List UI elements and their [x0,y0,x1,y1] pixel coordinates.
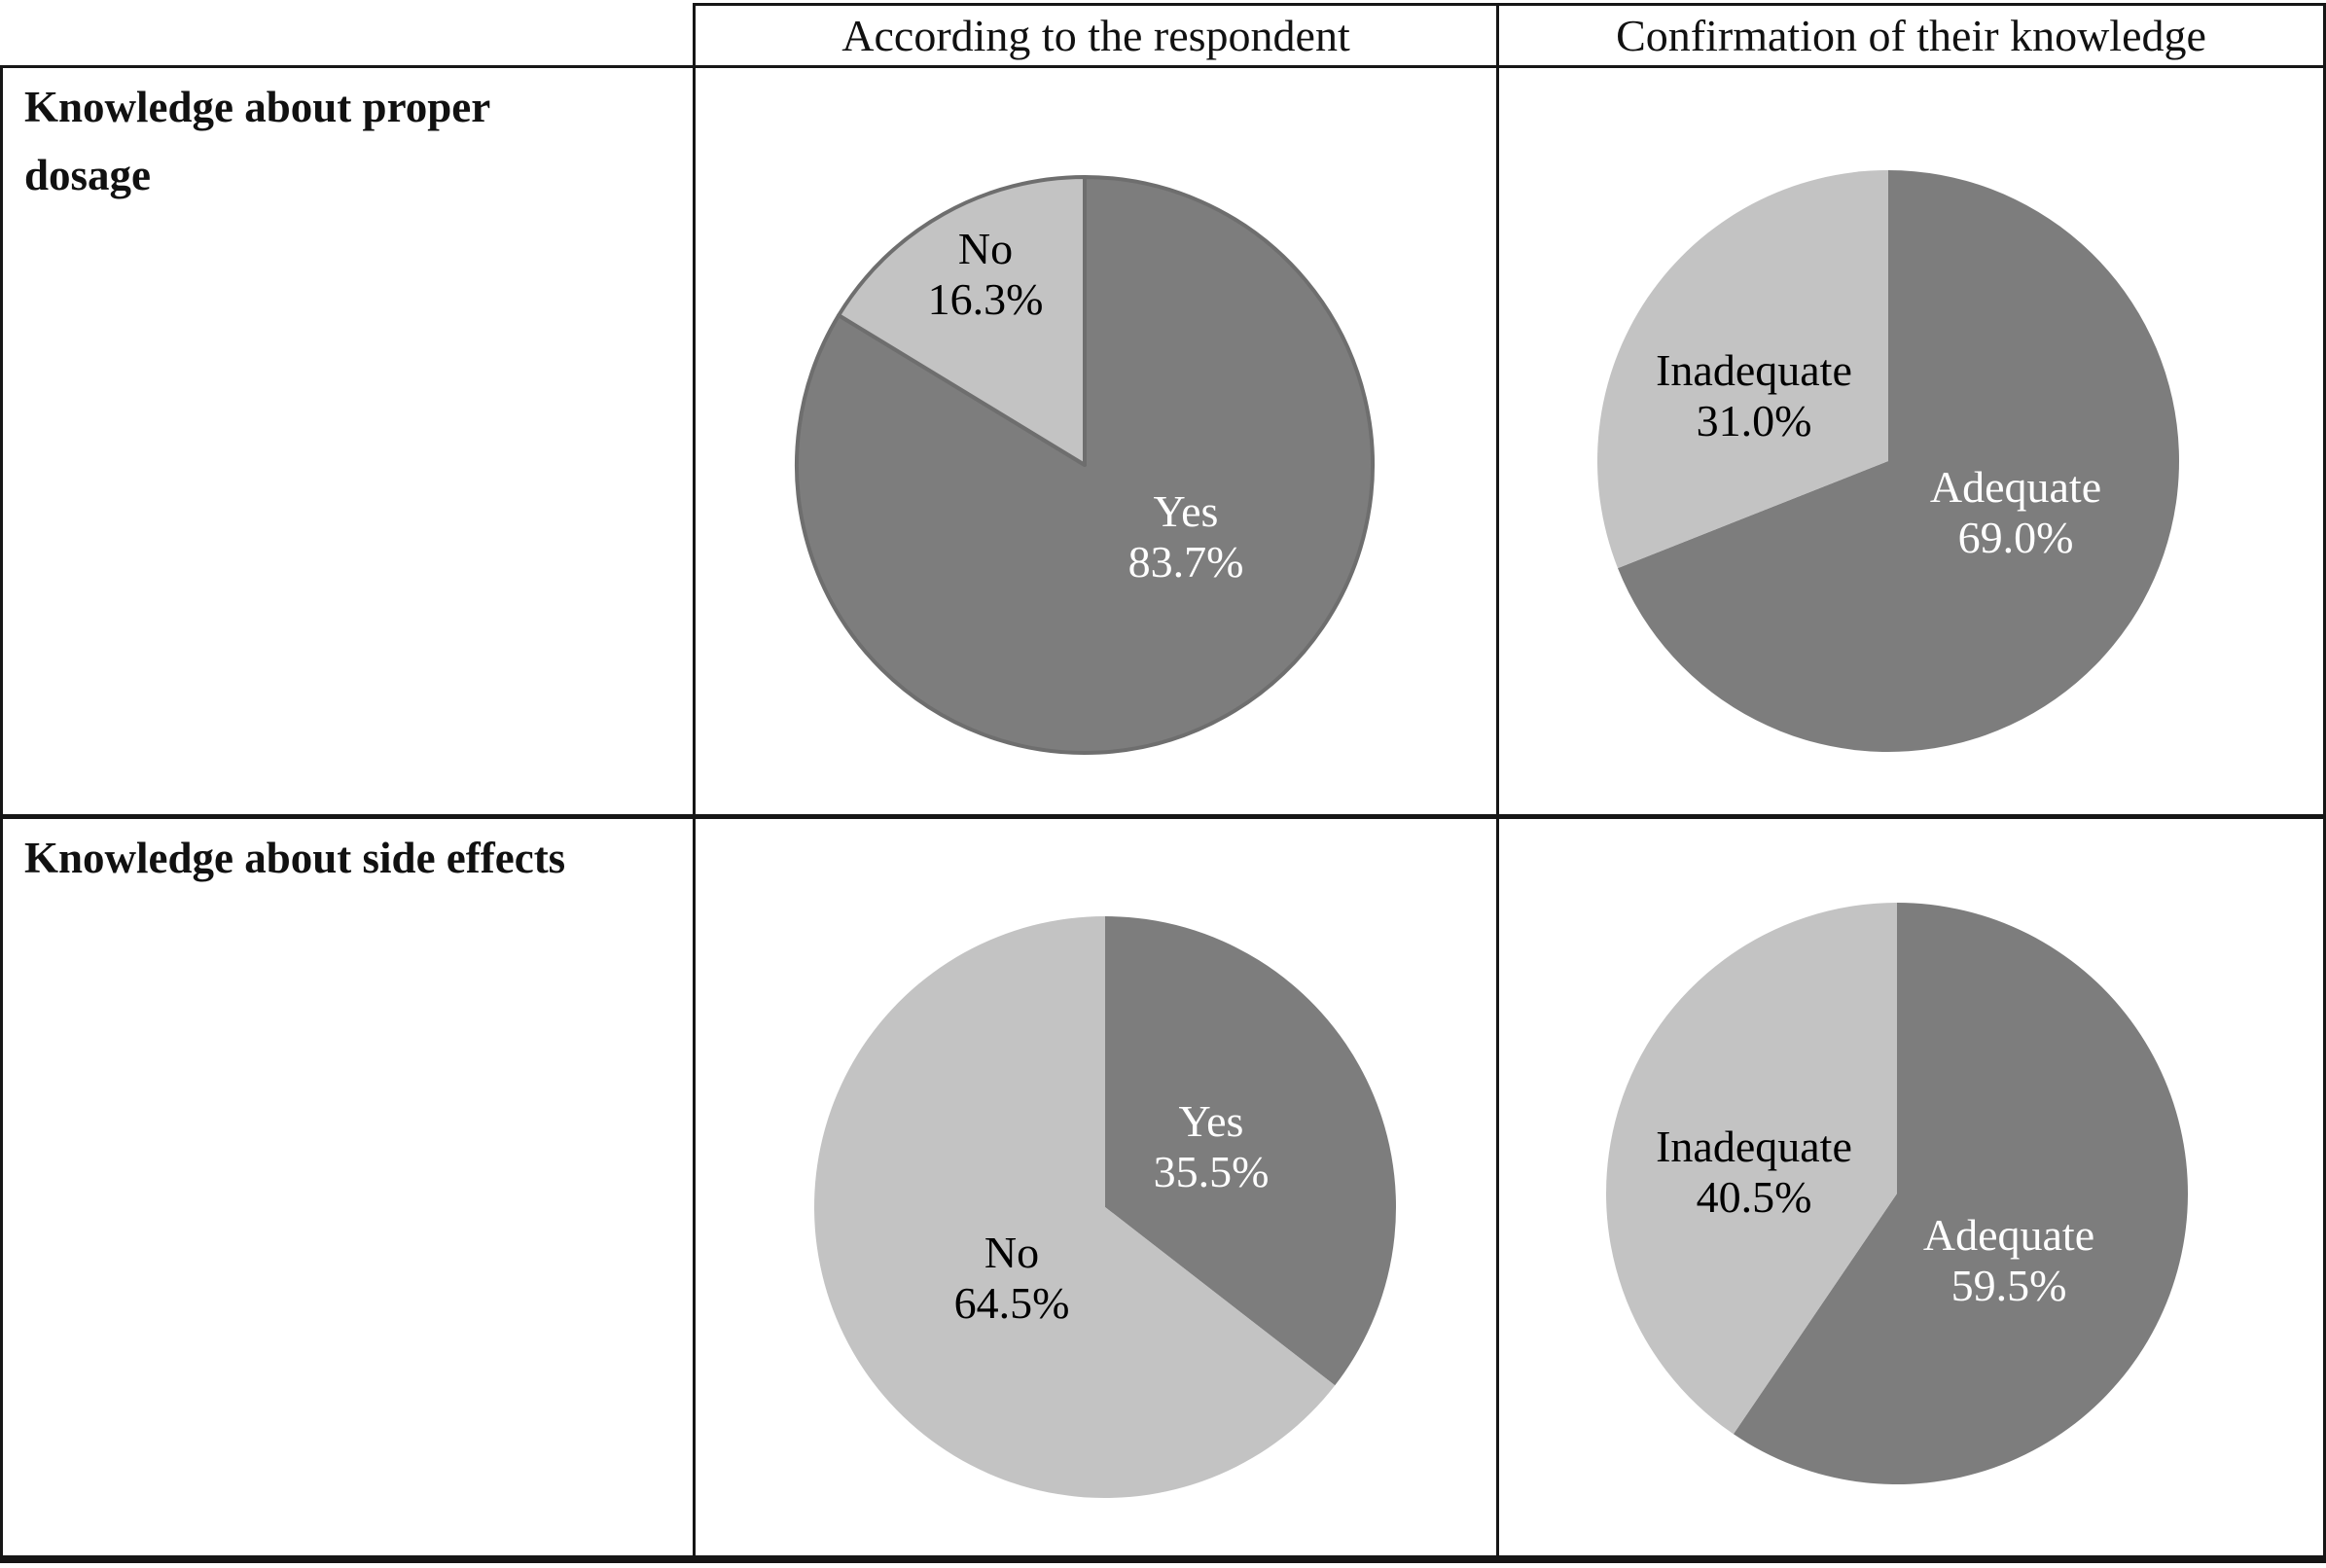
slice-label-yes: Yes 83.7% [1128,486,1244,588]
row-label-proper-dosage: Knowledge about proper dosage [0,65,693,814]
row-label-side-effects: Knowledge about side effects [0,814,693,1563]
slice-name: Inadequate [1656,1122,1852,1171]
chart-cell-dosage-confirmation: Adequate 69.0% Inadequate 31.0% [1496,65,2326,814]
slice-percent: 69.0% [1957,513,2074,562]
slice-percent: 31.0% [1696,396,1812,445]
slice-percent: 40.5% [1696,1172,1812,1222]
row-label-proper-dosage-text: Knowledge about proper dosage [24,83,490,199]
slice-label-inadequate: Inadequate 31.0% [1656,345,1852,446]
slice-label-adequate: Adequate 59.5% [1923,1210,2094,1311]
slice-label-no: No 64.5% [954,1228,1070,1329]
slice-label-no: No 16.3% [928,224,1044,325]
knowledge-pie-figure: According to the respondent Confirmation… [0,3,2326,1563]
slice-percent: 16.3% [927,274,1044,324]
pie-side-effects-respondent: Yes 35.5% No 64.5% [813,915,1397,1499]
slice-name: Adequate [1922,1210,2095,1260]
column-header-respondent: According to the respondent [693,3,1496,65]
pie-chart-side-effects-respondent [814,916,1397,1498]
slice-percent: 59.5% [1950,1261,2067,1310]
slice-percent: 64.5% [953,1278,1070,1328]
pie-chart-dosage-respondent [795,175,1375,755]
slice-name: Inadequate [1656,345,1852,395]
slice-name: Adequate [1929,462,2102,512]
slice-name: No [984,1228,1040,1277]
slice-percent: 83.7% [1127,537,1244,587]
slice-label-yes: Yes 35.5% [1154,1096,1270,1197]
slice-name: No [957,224,1014,273]
chart-cell-side-effects-confirmation: Adequate 59.5% Inadequate 40.5% [1496,814,2326,1563]
chart-cell-dosage-respondent: Yes 83.7% No 16.3% [693,65,1496,814]
pie-chart-dosage-confirmation [1597,170,2180,752]
pie-dosage-confirmation: Adequate 69.0% Inadequate 31.0% [1596,169,2180,753]
column-header-confirmation: Confirmation of their knowledge [1496,3,2326,65]
pie-chart-side-effects-confirmation [1605,903,2188,1484]
slice-name: Yes [1178,1096,1244,1146]
figure-table: According to the respondent Confirmation… [0,3,2326,1563]
slice-label-adequate: Adequate 69.0% [1930,462,2101,563]
pie-side-effects-confirmation: Adequate 59.5% Inadequate 40.5% [1605,902,2189,1485]
column-header-respondent-text: According to the respondent [841,11,1350,60]
row-label-side-effects-text: Knowledge about side effects [24,834,566,882]
slice-name: Yes [1153,486,1219,536]
corner-cell [0,3,693,65]
column-header-confirmation-text: Confirmation of their knowledge [1616,11,2206,60]
slice-percent: 35.5% [1153,1147,1270,1196]
pie-dosage-respondent: Yes 83.7% No 16.3% [793,173,1377,757]
chart-cell-side-effects-respondent: Yes 35.5% No 64.5% [693,814,1496,1563]
slice-label-inadequate: Inadequate 40.5% [1656,1122,1852,1223]
